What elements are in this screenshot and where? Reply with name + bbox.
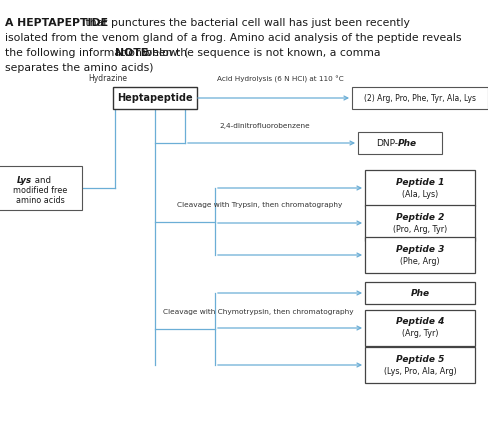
FancyBboxPatch shape <box>365 170 475 206</box>
Text: Hydrazine: Hydrazine <box>88 74 127 83</box>
Text: Phe: Phe <box>410 288 429 298</box>
Text: (2) Arg, Pro, Phe, Tyr, Ala, Lys: (2) Arg, Pro, Phe, Tyr, Ala, Lys <box>364 93 476 102</box>
Text: Cleavage with Trypsin, then chromatography: Cleavage with Trypsin, then chromatograp… <box>177 202 343 207</box>
Text: DNP-: DNP- <box>376 139 398 148</box>
Text: 2,4-dinitrofluorobenzene: 2,4-dinitrofluorobenzene <box>220 123 310 129</box>
Text: Peptide 4: Peptide 4 <box>396 318 444 326</box>
Text: Phe: Phe <box>398 139 417 148</box>
Text: Lys: Lys <box>17 175 32 184</box>
Text: Peptide 5: Peptide 5 <box>396 354 444 364</box>
FancyBboxPatch shape <box>113 87 197 109</box>
Text: isolated from the venom gland of a frog. Amino acid analysis of the peptide reve: isolated from the venom gland of a frog.… <box>5 33 462 43</box>
Text: (Arg, Tyr): (Arg, Tyr) <box>402 330 438 338</box>
Text: Acid Hydrolysis (6 N HCl) at 110 °C: Acid Hydrolysis (6 N HCl) at 110 °C <box>217 76 344 83</box>
Text: modified free: modified free <box>13 186 67 194</box>
Text: Peptide 3: Peptide 3 <box>396 245 444 253</box>
Text: NOTE: NOTE <box>115 48 148 58</box>
Text: (Pro, Arg, Tyr): (Pro, Arg, Tyr) <box>393 225 447 233</box>
FancyBboxPatch shape <box>365 237 475 273</box>
FancyBboxPatch shape <box>0 166 82 210</box>
FancyBboxPatch shape <box>365 205 475 241</box>
Text: amino acids: amino acids <box>16 195 64 205</box>
FancyBboxPatch shape <box>358 132 442 154</box>
Text: separates the amino acids): separates the amino acids) <box>5 63 154 73</box>
FancyBboxPatch shape <box>352 87 488 109</box>
Text: Heptapeptide: Heptapeptide <box>117 93 193 103</box>
Text: (Ala, Lys): (Ala, Lys) <box>402 190 438 198</box>
FancyBboxPatch shape <box>365 347 475 383</box>
Text: (Lys, Pro, Ala, Arg): (Lys, Pro, Ala, Arg) <box>384 366 456 376</box>
Text: the following information below: (: the following information below: ( <box>5 48 188 58</box>
Text: (Phe, Arg): (Phe, Arg) <box>400 256 440 265</box>
Text: Peptide 2: Peptide 2 <box>396 213 444 222</box>
Text: Cleavage with Chymotrypsin, then chromatography: Cleavage with Chymotrypsin, then chromat… <box>163 309 353 315</box>
Text: and: and <box>32 175 51 184</box>
Text: : when the sequence is not known, a comma: : when the sequence is not known, a comm… <box>136 48 381 58</box>
FancyBboxPatch shape <box>365 282 475 304</box>
FancyBboxPatch shape <box>365 310 475 346</box>
Text: that punctures the bacterial cell wall has just been recently: that punctures the bacterial cell wall h… <box>82 18 410 28</box>
Text: Peptide 1: Peptide 1 <box>396 178 444 187</box>
Text: A HEPTAPEPTIDE: A HEPTAPEPTIDE <box>5 18 108 28</box>
